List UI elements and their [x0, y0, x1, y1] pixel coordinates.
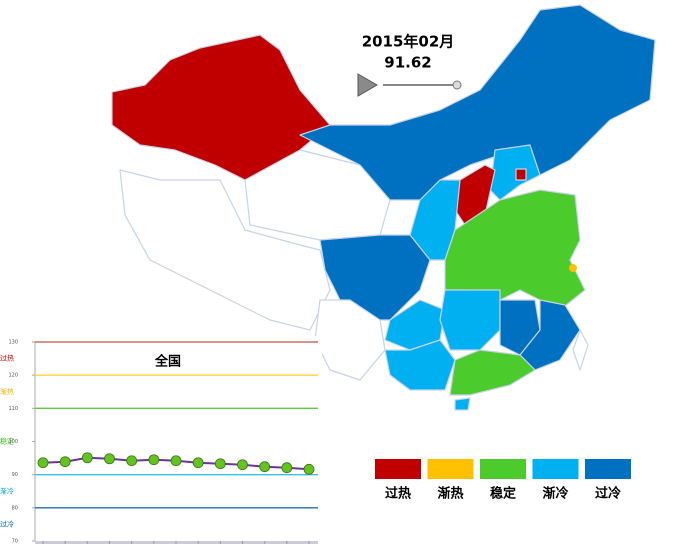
y-tick-label: 120	[8, 373, 18, 379]
y-tick-label: 110	[8, 406, 18, 412]
chart-title: 全国	[154, 354, 181, 370]
data-point	[214, 458, 226, 470]
data-point	[237, 459, 248, 471]
legend-swatch	[585, 459, 631, 479]
data-point	[37, 457, 49, 469]
play-button[interactable]	[357, 73, 378, 97]
legend-label: 过热	[385, 486, 411, 502]
legend-label: 稳定	[490, 486, 516, 502]
band-label: 稳定	[0, 437, 14, 446]
region	[319, 234, 431, 321]
data-point	[303, 463, 315, 475]
data-point	[148, 454, 160, 466]
data-point	[170, 455, 182, 467]
slider-handle[interactable]	[452, 80, 462, 90]
region	[384, 339, 456, 391]
data-point	[259, 461, 271, 473]
legend-label: 渐热	[437, 486, 463, 502]
map	[111, 4, 656, 411]
data-point	[281, 462, 293, 474]
y-tick-label: 80	[12, 505, 18, 511]
legend-swatch	[375, 459, 421, 479]
chart-background	[0, 336, 322, 548]
region	[454, 397, 471, 411]
region	[439, 289, 501, 351]
data-point	[81, 452, 93, 464]
data-point	[59, 456, 71, 468]
legend-swatch	[427, 459, 474, 479]
data-point	[192, 457, 204, 469]
region	[515, 168, 527, 181]
region	[244, 149, 391, 241]
region	[449, 349, 536, 396]
period: 2015年02月	[362, 33, 455, 51]
legend: 过热 渐热 稳定 渐冷 过冷	[375, 459, 631, 502]
data-point	[126, 455, 138, 467]
y-tick-label: 90	[12, 472, 18, 478]
region	[519, 299, 581, 371]
current-value: 91.62	[384, 54, 431, 72]
data-point	[104, 453, 115, 465]
band-label: 过冷	[0, 519, 14, 528]
band-label: 过热	[0, 354, 14, 363]
legend-swatch	[532, 459, 579, 479]
band-label: 渐冷	[0, 486, 14, 495]
legend-label: 渐冷	[542, 486, 568, 502]
legend-swatch	[480, 459, 526, 479]
region	[569, 264, 577, 272]
legend-label: 过冷	[595, 486, 621, 502]
band-label: 渐热	[0, 387, 14, 396]
y-tick-label: 100	[8, 439, 18, 445]
region	[572, 329, 589, 371]
y-tick-label: 70	[12, 539, 18, 545]
y-tick-label: 130	[8, 340, 18, 346]
